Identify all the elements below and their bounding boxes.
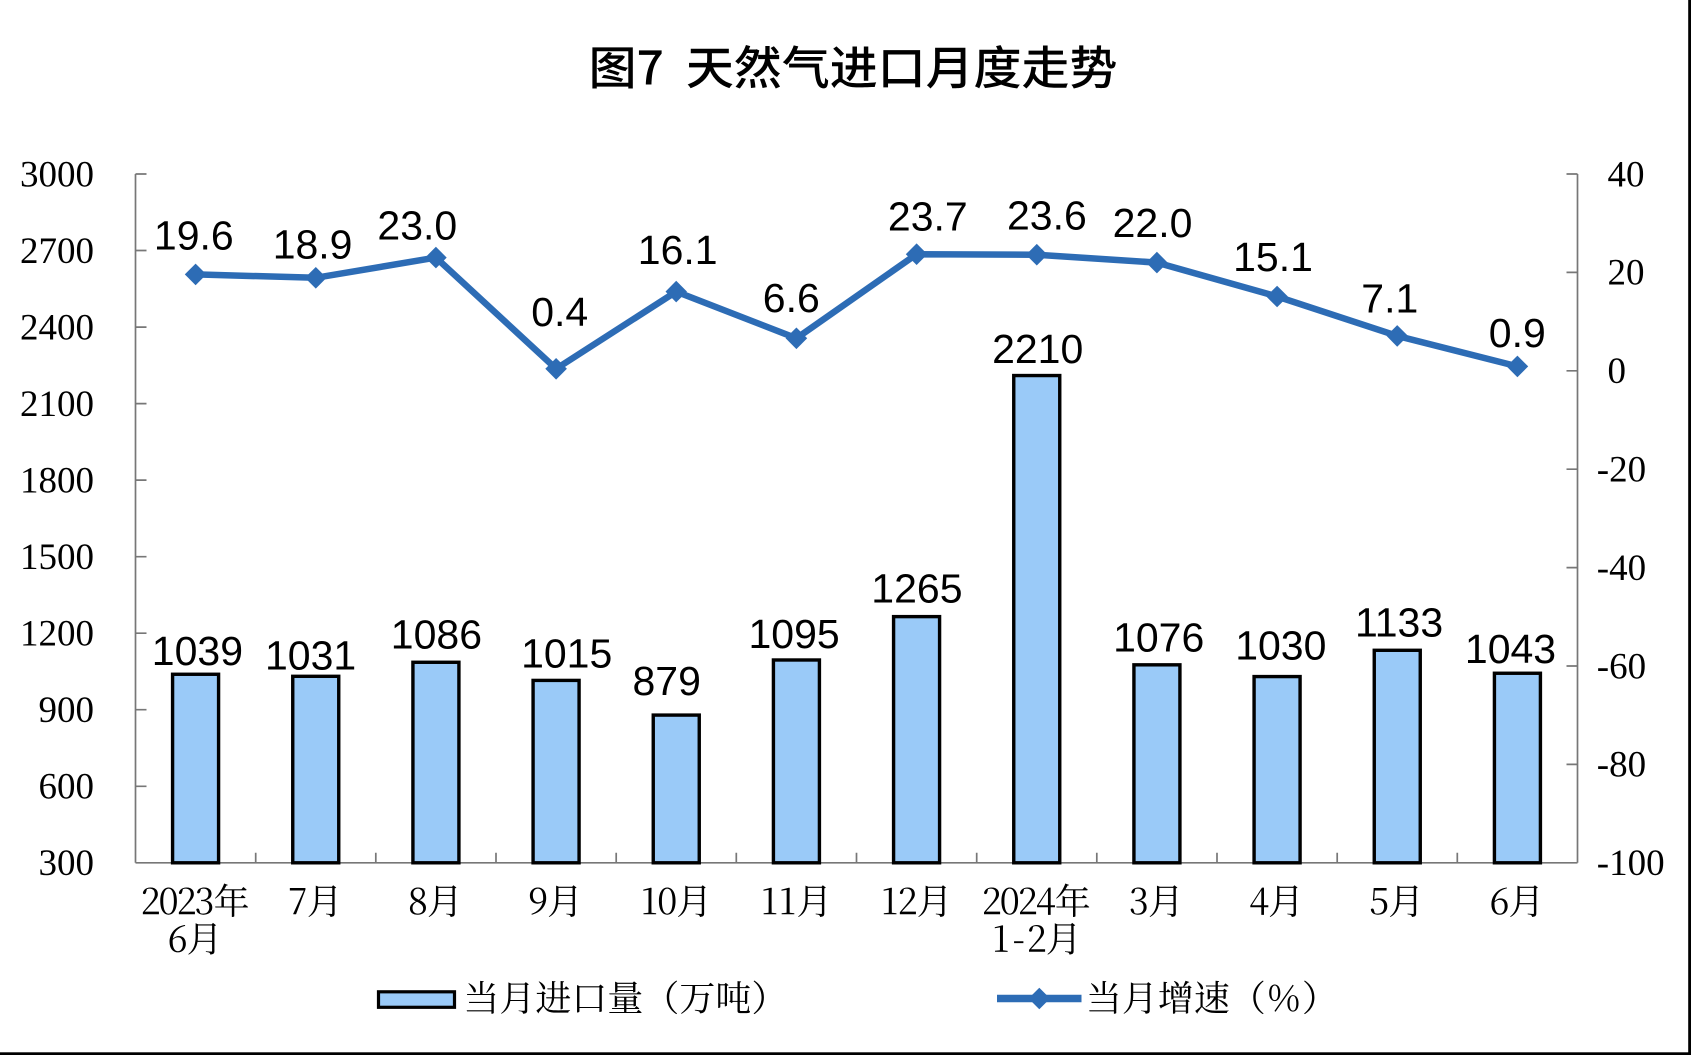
svg-text:23.6: 23.6	[1007, 192, 1087, 238]
svg-text:22.0: 22.0	[1113, 200, 1193, 246]
svg-text:2400: 2400	[20, 307, 94, 348]
svg-text:1800: 1800	[20, 460, 94, 501]
svg-text:40: 40	[1608, 154, 1645, 195]
svg-text:-20: -20	[1597, 450, 1646, 491]
svg-text:20: 20	[1608, 253, 1645, 294]
svg-text:-40: -40	[1597, 548, 1646, 589]
svg-text:0.9: 0.9	[1489, 310, 1546, 356]
svg-text:1086: 1086	[391, 611, 482, 657]
svg-text:2100: 2100	[20, 384, 94, 425]
svg-text:1039: 1039	[152, 628, 243, 674]
svg-text:-80: -80	[1597, 745, 1646, 786]
svg-text:15.1: 15.1	[1233, 234, 1313, 280]
svg-text:19.6: 19.6	[154, 213, 234, 259]
svg-text:2700: 2700	[20, 231, 94, 272]
svg-text:1265: 1265	[871, 566, 962, 612]
svg-text:879: 879	[632, 658, 700, 704]
svg-text:1043: 1043	[1465, 626, 1556, 672]
svg-text:2210: 2210	[992, 326, 1083, 372]
svg-text:1133: 1133	[1355, 600, 1443, 646]
svg-text:1030: 1030	[1235, 622, 1326, 668]
svg-text:7.1: 7.1	[1361, 276, 1418, 322]
svg-text:600: 600	[39, 767, 95, 808]
svg-text:16.1: 16.1	[638, 227, 718, 273]
svg-text:0.4: 0.4	[531, 289, 588, 335]
svg-text:3000: 3000	[20, 154, 94, 195]
svg-text:300: 300	[39, 843, 95, 884]
svg-text:18.9: 18.9	[273, 222, 353, 268]
svg-text:-100: -100	[1597, 843, 1665, 884]
svg-text:1031: 1031	[265, 633, 356, 679]
svg-text:900: 900	[39, 690, 95, 731]
svg-text:0: 0	[1608, 351, 1627, 392]
svg-text:1500: 1500	[20, 537, 94, 578]
svg-text:23.7: 23.7	[888, 194, 968, 240]
svg-text:1076: 1076	[1113, 614, 1204, 660]
svg-text:1015: 1015	[521, 630, 612, 676]
svg-text:1095: 1095	[748, 611, 839, 657]
svg-text:6.6: 6.6	[763, 275, 820, 321]
svg-text:1200: 1200	[20, 614, 94, 655]
svg-text:23.0: 23.0	[377, 203, 457, 249]
svg-text:-60: -60	[1597, 646, 1646, 687]
